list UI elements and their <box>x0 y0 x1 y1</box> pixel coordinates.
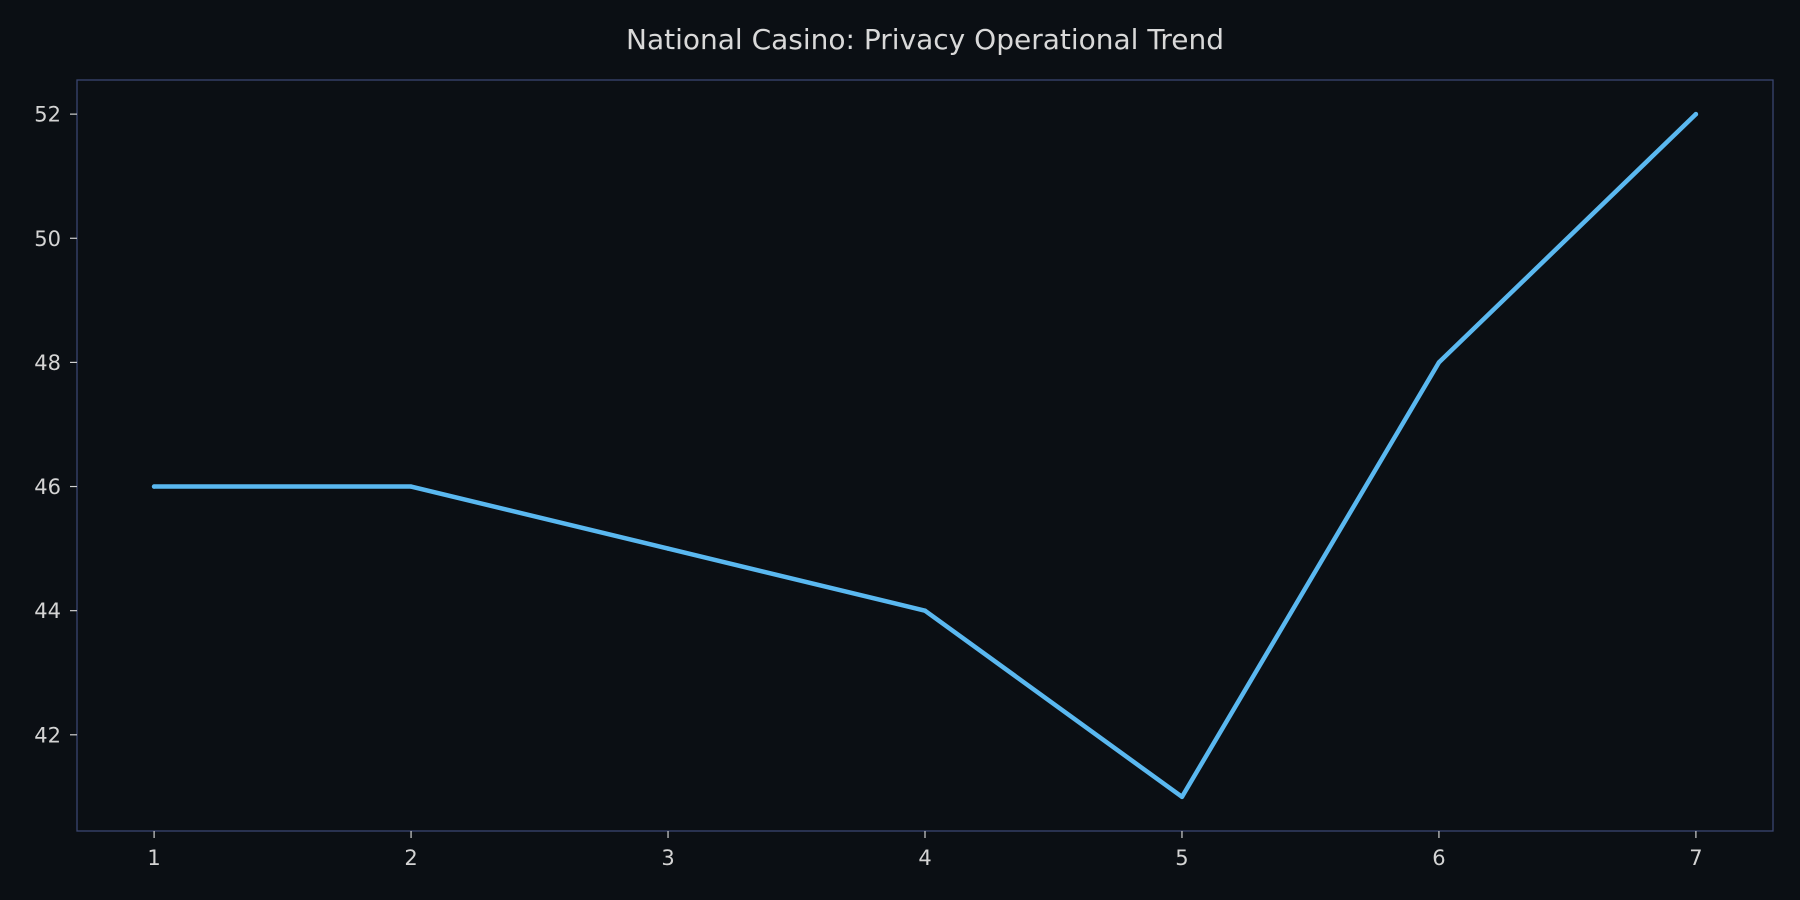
y-axis: 42 44 46 48 50 52 <box>34 103 77 747</box>
chart-title: National Casino: Privacy Operational Tre… <box>626 23 1224 56</box>
data-point <box>1436 360 1442 365</box>
data-point <box>922 608 928 613</box>
y-tick-label: 42 <box>34 723 61 747</box>
series-layer <box>151 111 1699 800</box>
plot-area <box>76 79 1774 832</box>
x-tick-label: 7 <box>1689 846 1702 870</box>
data-point <box>1693 111 1699 117</box>
data-point <box>1179 794 1185 800</box>
x-tick-label: 4 <box>918 846 931 870</box>
x-tick-label: 2 <box>404 846 417 870</box>
x-tick-label: 1 <box>147 846 160 870</box>
x-axis: 1 2 3 4 5 6 7 <box>147 831 1703 870</box>
y-tick-label: 50 <box>34 227 61 251</box>
data-point <box>665 546 671 551</box>
data-point <box>408 484 414 489</box>
x-tick-label: 5 <box>1175 846 1188 870</box>
y-tick-label: 48 <box>34 351 61 375</box>
y-tick-label: 52 <box>34 103 61 127</box>
x-tick-label: 3 <box>661 846 674 870</box>
x-tick-label: 6 <box>1432 846 1445 870</box>
y-tick-label: 46 <box>34 475 61 499</box>
data-point <box>151 484 157 489</box>
y-tick-label: 44 <box>34 599 61 623</box>
